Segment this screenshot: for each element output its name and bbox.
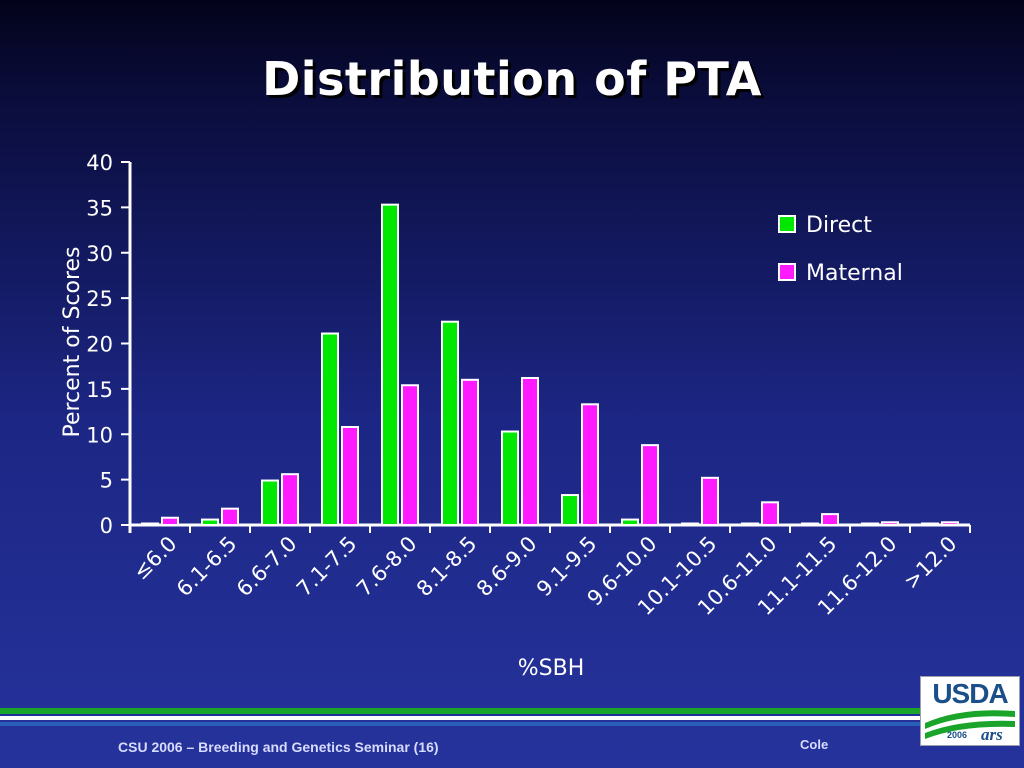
bar-maternal <box>881 521 899 527</box>
bar-maternal <box>401 384 419 526</box>
legend-label-direct: Direct <box>806 213 872 238</box>
bar-maternal <box>521 376 539 526</box>
footer-author: Cole <box>800 737 829 752</box>
bar-direct <box>201 518 219 526</box>
bar-maternal <box>581 403 599 526</box>
x-tick-label: ≤6.0 <box>129 532 182 585</box>
x-tick-label: 8.1-8.5 <box>412 532 482 602</box>
bar-maternal <box>341 425 359 526</box>
bar-maternal <box>941 521 959 527</box>
footer-stripe-green <box>0 708 920 714</box>
bar-maternal <box>701 476 719 526</box>
bar-direct <box>321 332 339 526</box>
y-tick-label: 30 <box>86 242 113 266</box>
bar-direct <box>561 494 579 526</box>
bar-direct <box>381 203 399 526</box>
bar-direct <box>741 522 759 526</box>
y-tick-label: 15 <box>86 378 113 402</box>
slide-title: Distribution of PTA <box>262 52 762 106</box>
footer-stripe-white <box>0 716 920 720</box>
bar-direct <box>921 522 939 526</box>
footer-stripe-blue <box>0 722 920 726</box>
y-tick-label: 10 <box>86 423 113 447</box>
y-tick-label: 40 <box>86 151 113 175</box>
y-tick-label: 20 <box>86 333 113 357</box>
bar-direct <box>441 320 459 526</box>
y-tick-label: 0 <box>100 514 113 538</box>
y-axis-label: Percent of Scores <box>60 246 85 437</box>
bar-maternal <box>821 513 839 526</box>
bar-maternal <box>161 516 179 526</box>
y-axis: 0 5 10 15 20 25 30 35 40 <box>86 151 132 538</box>
bar-direct <box>861 522 879 526</box>
bar-chart: 0 5 10 15 20 25 30 35 40 ≤6.06.1-6.56.6-7.07.1-7… <box>60 151 971 681</box>
bar-direct <box>261 479 279 526</box>
legend-label-maternal: Maternal <box>806 261 903 286</box>
y-tick-label: 35 <box>86 196 113 220</box>
x-tick-label: 7.6-8.0 <box>352 532 422 602</box>
x-tick-label: 6.1-6.5 <box>172 532 242 602</box>
bar-direct <box>621 518 639 526</box>
bar-direct <box>141 522 159 526</box>
x-tick-label: 7.1-7.5 <box>292 532 362 602</box>
bar-maternal <box>461 378 479 526</box>
x-tick-label: 6.6-7.0 <box>232 532 302 602</box>
bar-direct <box>681 522 699 526</box>
usda-logo: USDA 2006 ars <box>920 676 1020 746</box>
bar-maternal <box>281 473 299 526</box>
bar-direct <box>501 430 519 526</box>
y-tick-label: 25 <box>86 287 113 311</box>
x-tick-label: >12.0 <box>899 532 961 594</box>
y-tick-label: 5 <box>100 469 113 493</box>
legend-swatch-maternal <box>778 263 796 281</box>
usda-logo-text: USDA <box>932 678 1008 709</box>
usda-logo-swoosh <box>925 710 1015 739</box>
usda-logo-ars: ars <box>981 725 1003 744</box>
usda-logo-year: 2006 <box>947 730 968 740</box>
legend-swatch-direct <box>778 215 796 233</box>
bar-maternal <box>761 501 779 526</box>
x-tick-label: 8.6-9.0 <box>472 532 542 602</box>
bar-direct <box>801 522 819 526</box>
bar-maternal <box>641 444 659 527</box>
bar-maternal <box>221 507 239 527</box>
legend: Direct Maternal <box>778 213 903 286</box>
bars <box>141 203 959 527</box>
x-axis-label: %SBH <box>518 656 585 681</box>
x-axis: ≤6.06.1-6.56.6-7.07.1-7.57.6-8.08.1-8.58… <box>129 523 971 620</box>
footer-text: CSU 2006 – Breeding and Genetics Seminar… <box>118 739 439 755</box>
